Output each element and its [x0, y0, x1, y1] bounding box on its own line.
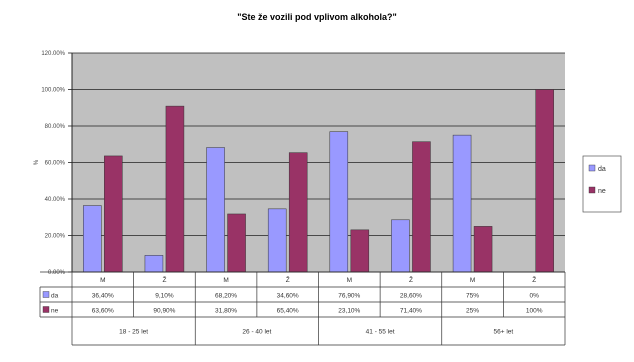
group-label: 18 - 25 let [119, 329, 148, 336]
bar-da [83, 205, 102, 273]
legend-entry-da: da [598, 166, 606, 173]
y-tick-label: 0.00% [48, 270, 66, 276]
x-tick-label: Ž [532, 275, 536, 284]
x-tick-label: M [100, 277, 105, 284]
x-tick-label: Ž [286, 275, 290, 284]
table-series-name: ne [51, 308, 59, 315]
data-label: 100% [526, 308, 543, 315]
x-tick-label: M [223, 277, 228, 284]
data-label: 75% [466, 293, 479, 300]
bar-da [452, 134, 472, 273]
data-label: 63,60% [92, 308, 114, 315]
group-label: 41 - 55 let [366, 329, 395, 336]
table-legend-swatch [42, 306, 50, 313]
data-label: 34,60% [277, 293, 299, 300]
legend-swatch-ne [588, 186, 596, 194]
legend-swatch-da [588, 164, 596, 172]
bar-ne [350, 229, 370, 273]
bar-ne [473, 226, 493, 273]
data-table: M Ž M Ž M Ž M Žda 36,40% 9,10% 68,20% 34,60% 76,90% 2… [39, 271, 566, 346]
data-label: 65,40% [277, 308, 299, 315]
x-tick-label: Ž [162, 275, 166, 284]
y-tick-label: 40.00% [45, 197, 66, 203]
legend-box [582, 155, 622, 213]
y-tick-label: 60.00% [45, 161, 66, 167]
bar-ne [535, 89, 554, 273]
data-label: 71,40% [400, 308, 422, 315]
data-label: 25% [466, 308, 479, 315]
x-tick-label: M [470, 277, 475, 284]
bar-da [267, 208, 287, 273]
data-label: 68,20% [215, 293, 237, 300]
group-label: 56+ let [494, 329, 514, 336]
bar-ne [227, 213, 246, 273]
x-tick-label: Ž [409, 275, 413, 284]
data-label: 0% [529, 293, 539, 300]
bar-ne [104, 155, 123, 273]
bar-da [144, 255, 164, 273]
bar-ne [412, 141, 431, 273]
bar-da [391, 219, 410, 273]
y-axis-label: % [34, 159, 40, 165]
bar-ne [288, 152, 308, 273]
y-tick-label: 20.00% [45, 234, 66, 240]
data-label: 23,10% [338, 308, 360, 315]
chart-title: "Ste že vozili pod vplivom alkohola?" [237, 12, 397, 22]
x-tick-label: M [347, 277, 352, 284]
y-tick-label: 80.00% [45, 124, 66, 130]
y-tick-label: 120.00% [41, 51, 65, 57]
bar-da [206, 147, 225, 273]
data-label: 76,90% [338, 293, 360, 300]
bar-da [329, 131, 349, 273]
data-label: 9,10% [155, 293, 174, 300]
data-label: 28,60% [400, 293, 422, 300]
bar-ne [165, 105, 185, 273]
plot-area: 0.00% 20.00% 40.00% 60.00% 80.00% 100.00% 120.… [34, 51, 565, 276]
data-label: 36,40% [92, 293, 114, 300]
legend-entry-ne: ne [598, 188, 606, 195]
group-label: 26 - 40 let [242, 329, 271, 336]
table-legend-swatch [42, 291, 50, 298]
data-label: 90,90% [153, 308, 175, 315]
data-label: 31,80% [215, 308, 237, 315]
legend: da ne [582, 155, 622, 213]
y-tick-label: 100.00% [41, 88, 65, 94]
table-series-name: da [51, 293, 59, 300]
